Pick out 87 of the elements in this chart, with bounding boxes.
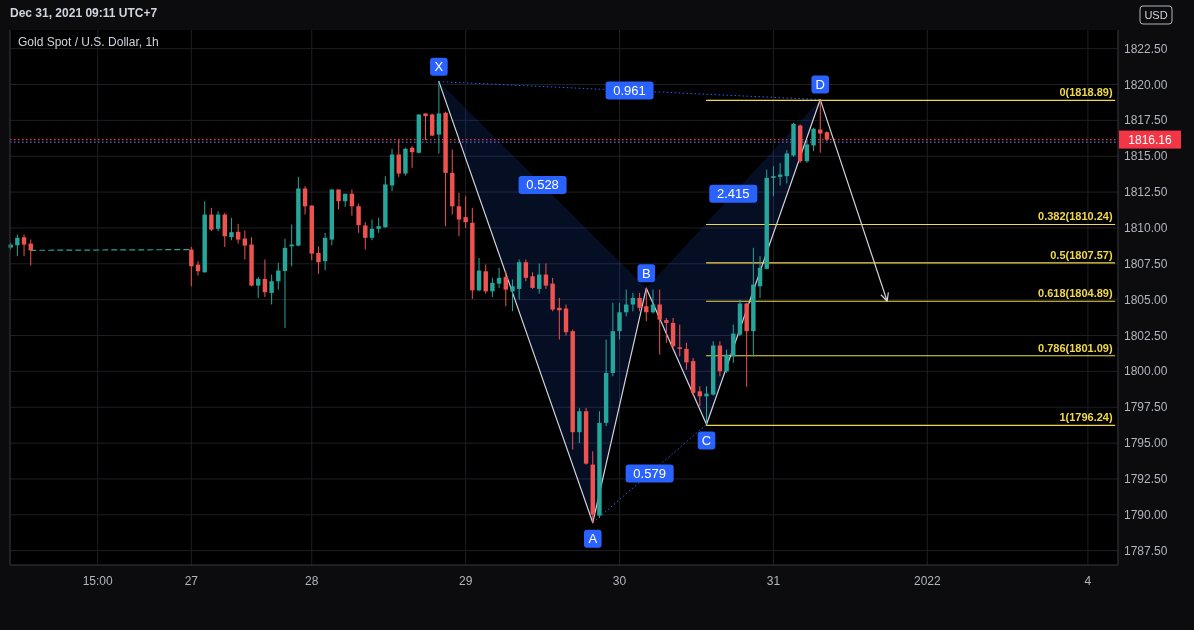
candlestick xyxy=(302,185,308,216)
candlestick xyxy=(456,192,462,237)
candlestick xyxy=(697,385,703,407)
series-label: 0.5(1807.57) xyxy=(1050,248,1113,261)
candlestick xyxy=(684,342,689,371)
y-tick-label: 1795.00 xyxy=(1124,436,1168,451)
annotation: X xyxy=(434,59,444,75)
annotation: C xyxy=(701,432,712,448)
y-tick-label: 1815.00 xyxy=(1124,149,1168,164)
series-label: 0.618(1804.89) xyxy=(1038,287,1113,300)
candlestick xyxy=(677,324,682,357)
candlestick xyxy=(577,407,582,444)
candlestick xyxy=(369,218,375,241)
candlestick xyxy=(209,207,214,232)
candlestick xyxy=(463,195,468,229)
y-tick-label: 1817.50 xyxy=(1124,113,1168,128)
candlestick xyxy=(644,287,649,322)
series-label: 1(1796.24) xyxy=(1059,411,1113,424)
text: Gold Spot / U.S. Dollar, 1h xyxy=(18,35,159,49)
candlestick xyxy=(316,245,321,275)
x-tick-label: 27 xyxy=(184,574,199,588)
candlestick xyxy=(630,292,636,312)
candlestick xyxy=(423,112,428,141)
x-tick-label: 15:00 xyxy=(82,574,113,588)
candlestick xyxy=(396,139,401,178)
x-tick-label: 28 xyxy=(305,574,319,588)
annotation: 0.961 xyxy=(613,83,646,99)
candlestick xyxy=(811,127,816,152)
candlestick xyxy=(617,302,622,341)
candlestick xyxy=(436,81,442,154)
y-tick-label: 1807.50 xyxy=(1124,256,1168,271)
candlestick xyxy=(637,292,642,312)
candlestick xyxy=(282,238,288,329)
candlestick xyxy=(15,234,20,257)
candlestick xyxy=(523,258,529,282)
candlestick xyxy=(336,189,341,211)
y-tick-label: 1787.50 xyxy=(1124,543,1168,558)
annotation: A xyxy=(588,531,598,547)
annotation: D xyxy=(815,77,825,93)
y-tick-label: 1800.00 xyxy=(1124,364,1168,379)
y-tick-label: 1805.00 xyxy=(1124,292,1168,307)
y-tick-label: 1790.00 xyxy=(1124,507,1168,522)
y-tick-label: 1820.00 xyxy=(1124,77,1168,92)
series-label: 0.786(1801.09) xyxy=(1038,341,1113,354)
x-tick-label: 4 xyxy=(1084,574,1092,588)
candlestick xyxy=(242,230,248,260)
series-label: 0(1818.89) xyxy=(1059,86,1113,99)
candlestick xyxy=(189,246,194,287)
y-tick-label: 1797.50 xyxy=(1124,400,1168,415)
candlestick xyxy=(784,149,790,184)
candlestick xyxy=(356,203,361,234)
candlestick xyxy=(256,276,261,299)
annotation: 0.528 xyxy=(526,177,559,193)
y-tick-label: 1812.50 xyxy=(1124,185,1168,200)
candlestick xyxy=(496,267,502,289)
candlestick xyxy=(276,262,281,291)
annotation: B xyxy=(641,265,651,281)
candlestick xyxy=(557,297,562,341)
candlestick xyxy=(724,349,729,374)
candlestick xyxy=(363,221,368,251)
y-tick-label: 1802.50 xyxy=(1124,328,1168,343)
x-tick-label: 30 xyxy=(612,574,627,588)
y-tick-label: 1792.50 xyxy=(1124,471,1168,486)
candlestick xyxy=(269,274,274,306)
candlestick xyxy=(503,270,508,307)
candlestick xyxy=(510,279,515,312)
y-tick-label: 1822.50 xyxy=(1124,41,1168,56)
annotation: 2.415 xyxy=(717,186,750,202)
candlestick xyxy=(21,234,27,257)
candlestick xyxy=(804,139,810,164)
candlestick xyxy=(543,263,549,290)
ref-line-label: 1816.16 xyxy=(1128,133,1173,148)
candlestick xyxy=(235,223,241,245)
y-axis-title: USD xyxy=(1144,9,1168,21)
x-tick-label: 29 xyxy=(458,574,473,588)
y-tick-label: 1810.00 xyxy=(1124,220,1168,235)
candlestick xyxy=(229,217,234,241)
candlestick xyxy=(490,277,495,298)
x-tick-label: 2022 xyxy=(913,574,941,588)
text: Dec 31, 2021 09:11 UTC+7 xyxy=(10,6,158,20)
candlestick xyxy=(771,165,776,197)
candlestick xyxy=(483,264,488,295)
annotation: 0.579 xyxy=(633,466,666,482)
candlestick xyxy=(657,289,662,356)
series-label: 0.382(1810.24) xyxy=(1038,210,1113,223)
x-tick-label: 31 xyxy=(766,574,781,588)
candlestick xyxy=(664,317,669,344)
